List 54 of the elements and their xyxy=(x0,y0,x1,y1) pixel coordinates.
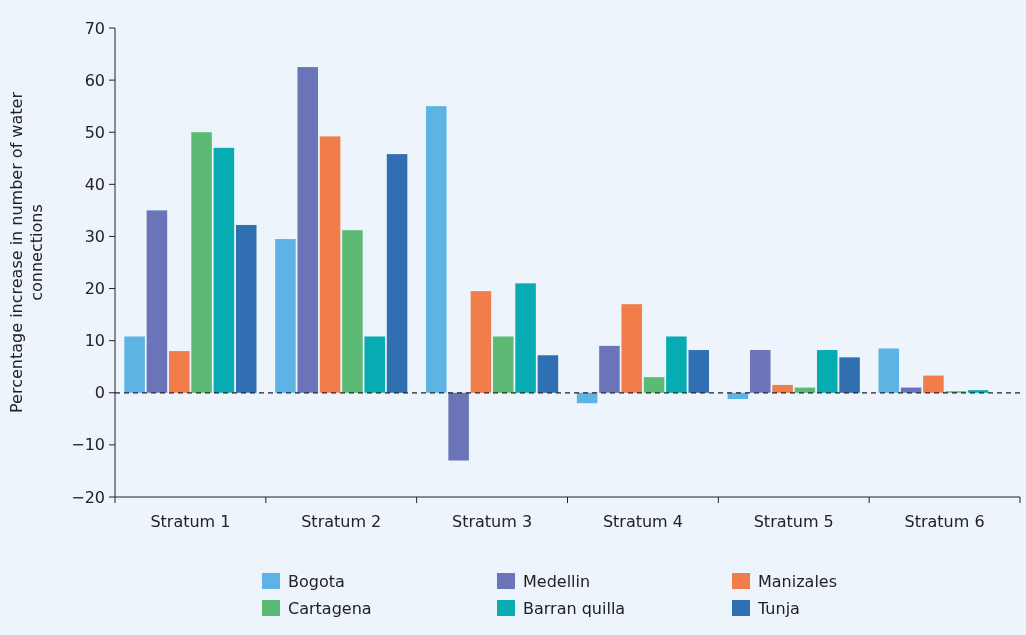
y-tick-label: 10 xyxy=(84,331,105,351)
y-tick-label: 60 xyxy=(84,70,105,90)
y-tick-label: 70 xyxy=(84,18,105,38)
bar xyxy=(576,392,598,404)
bar xyxy=(364,336,386,393)
bar xyxy=(492,336,514,393)
y-tick-label: −10 xyxy=(71,435,105,455)
bar xyxy=(621,304,643,393)
bar xyxy=(816,350,838,393)
legend-label: Medellin xyxy=(523,571,591,591)
bar xyxy=(386,154,408,393)
x-tick-label: Stratum 6 xyxy=(904,512,985,531)
y-tick-label: −20 xyxy=(71,487,105,507)
y-axis-title: Percentage increase in number of water connections xyxy=(7,91,46,413)
bar xyxy=(643,377,665,393)
bar xyxy=(839,357,860,393)
bar xyxy=(319,136,341,393)
x-tick-label: Stratum 2 xyxy=(301,512,382,531)
bar xyxy=(727,392,749,400)
bar xyxy=(124,336,145,393)
bar xyxy=(878,348,900,393)
bar xyxy=(342,230,363,393)
bar xyxy=(275,239,296,393)
y-tick-label: 50 xyxy=(84,122,105,142)
bar xyxy=(599,345,620,393)
bar xyxy=(666,336,687,393)
y-tick-label: 20 xyxy=(84,279,105,299)
bar xyxy=(448,392,469,461)
bar xyxy=(297,67,319,393)
bar xyxy=(772,384,793,393)
bar xyxy=(426,106,447,393)
bar xyxy=(749,350,771,393)
x-tick-label: Stratum 5 xyxy=(753,512,834,531)
bar xyxy=(168,351,190,393)
y-tick-label: 30 xyxy=(84,227,105,247)
bar xyxy=(515,283,536,393)
legend-label: Cartagena xyxy=(288,598,372,618)
x-tick-label: Stratum 1 xyxy=(150,512,231,531)
bar xyxy=(537,355,559,393)
legend-label: Bogota xyxy=(288,571,345,591)
bar xyxy=(235,224,257,393)
bar xyxy=(470,291,492,393)
bar xyxy=(213,147,235,393)
x-tick-label: Stratum 3 xyxy=(452,512,533,531)
bar xyxy=(923,375,944,393)
bar xyxy=(688,350,710,393)
bar xyxy=(191,132,212,393)
y-tick-label: 40 xyxy=(84,174,105,194)
x-tick-label: Stratum 4 xyxy=(602,512,683,531)
bar xyxy=(146,210,168,393)
legend-label: Tunja xyxy=(757,598,800,618)
y-tick-label: 0 xyxy=(94,383,105,403)
legend-label: Manizales xyxy=(758,571,838,591)
legend-label: Barran quilla xyxy=(523,598,626,618)
